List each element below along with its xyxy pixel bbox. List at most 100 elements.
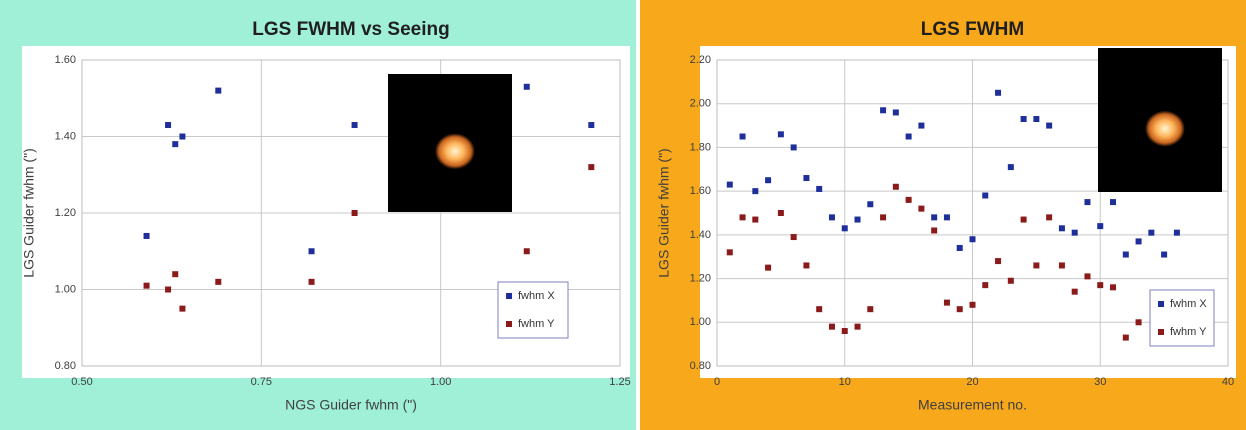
point: [765, 265, 771, 271]
x-axis-label: NGS Guider fwhm ("): [285, 397, 417, 413]
legend-swatch: [506, 293, 512, 299]
point: [855, 217, 861, 223]
y-tick-label: 1.40: [690, 229, 711, 241]
point: [1084, 273, 1090, 279]
figure: LGS FWHM vs SeeingNGS Guider fwhm (")LGS…: [0, 0, 1246, 430]
point: [1033, 116, 1039, 122]
point: [995, 90, 1001, 96]
point: [982, 193, 988, 199]
x-tick-label: 0: [714, 376, 720, 388]
point: [144, 283, 150, 289]
point: [880, 107, 886, 113]
x-tick-label: 0.75: [251, 376, 272, 388]
guide-star-spot: [1145, 111, 1185, 147]
point: [918, 206, 924, 212]
legend-swatch: [1158, 329, 1164, 335]
point: [982, 282, 988, 288]
point: [727, 249, 733, 255]
y-tick-label: 1.60: [690, 185, 711, 197]
point: [816, 306, 822, 312]
point: [727, 182, 733, 188]
point: [957, 306, 963, 312]
point: [1123, 335, 1129, 341]
x-tick-label: 10: [839, 376, 851, 388]
y-tick-label: 2.00: [690, 98, 711, 110]
point: [752, 188, 758, 194]
point: [816, 186, 822, 192]
point: [165, 122, 171, 128]
point: [906, 134, 912, 140]
y-tick-label: 2.20: [690, 54, 711, 66]
legend-label: fwhm X: [518, 290, 555, 302]
point: [740, 134, 746, 140]
y-axis-label: LGS Guider fwhm ("): [21, 148, 37, 277]
point: [918, 123, 924, 129]
point: [906, 197, 912, 203]
point: [172, 271, 178, 277]
y-tick-label: 1.00: [55, 283, 76, 295]
y-tick-label: 1.60: [55, 54, 76, 66]
point: [1072, 289, 1078, 295]
point: [778, 131, 784, 137]
y-tick-label: 1.80: [690, 141, 711, 153]
point: [944, 214, 950, 220]
point: [867, 306, 873, 312]
point: [1148, 230, 1154, 236]
point: [1008, 278, 1014, 284]
point: [524, 84, 530, 90]
y-axis-label: LGS Guider fwhm ("): [656, 148, 672, 277]
point: [1097, 223, 1103, 229]
point: [1110, 284, 1116, 290]
point: [215, 279, 221, 285]
point: [1097, 282, 1103, 288]
point: [765, 177, 771, 183]
point: [778, 210, 784, 216]
point: [524, 248, 530, 254]
point: [165, 287, 171, 293]
chart-title: LGS FWHM: [921, 19, 1024, 40]
legend-label: fwhm Y: [518, 318, 555, 330]
point: [880, 214, 886, 220]
point: [995, 258, 1001, 264]
y-tick-label: 1.20: [55, 207, 76, 219]
y-tick-label: 1.00: [690, 316, 711, 328]
point: [172, 141, 178, 147]
point: [855, 324, 861, 330]
y-tick-label: 1.20: [690, 272, 711, 284]
point: [970, 302, 976, 308]
x-tick-label: 20: [966, 376, 978, 388]
point: [1084, 199, 1090, 205]
point: [1136, 319, 1142, 325]
point: [740, 214, 746, 220]
point: [1033, 262, 1039, 268]
x-tick-label: 1.00: [430, 376, 451, 388]
point: [352, 122, 358, 128]
point: [144, 233, 150, 239]
point: [1059, 262, 1065, 268]
point: [803, 262, 809, 268]
point: [752, 217, 758, 223]
point: [970, 236, 976, 242]
point: [1046, 214, 1052, 220]
point: [1136, 238, 1142, 244]
point: [215, 88, 221, 94]
point: [791, 144, 797, 150]
point: [842, 225, 848, 231]
y-tick-label: 0.80: [55, 360, 76, 372]
point: [1174, 230, 1180, 236]
point: [1123, 252, 1129, 258]
point: [1110, 199, 1116, 205]
point: [179, 134, 185, 140]
point: [309, 248, 315, 254]
point: [944, 300, 950, 306]
point: [352, 210, 358, 216]
point: [842, 328, 848, 334]
point: [1008, 164, 1014, 170]
point: [309, 279, 315, 285]
point: [588, 122, 594, 128]
x-tick-label: 40: [1222, 376, 1234, 388]
y-tick-label: 0.80: [690, 360, 711, 372]
legend-swatch: [1158, 301, 1164, 307]
point: [1046, 123, 1052, 129]
point: [1161, 252, 1167, 258]
